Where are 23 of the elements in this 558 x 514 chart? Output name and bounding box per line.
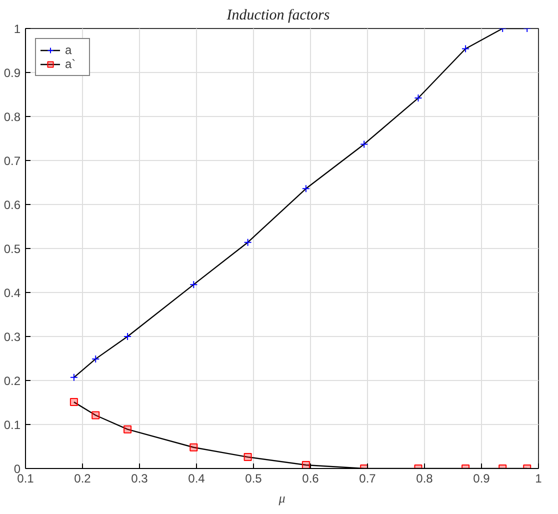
y-tick-label: 0.7 <box>4 154 21 168</box>
x-tick-label: 0.2 <box>74 472 92 486</box>
y-tick-label: 1 <box>14 22 21 36</box>
x-tick-label: 1 <box>535 472 542 486</box>
y-tick-label: 0.8 <box>4 110 21 124</box>
y-tick-label: 0.6 <box>4 198 21 212</box>
y-tick-label: 0.1 <box>4 418 21 432</box>
x-tick-label: 0.5 <box>245 472 262 486</box>
y-tick-label: 0.2 <box>4 374 21 388</box>
x-tick-label: 0.7 <box>359 472 376 486</box>
x-axis-title: μ <box>278 490 286 506</box>
y-tick-label: 0.9 <box>4 66 21 80</box>
x-tick-label: 0.4 <box>188 472 206 486</box>
x-tick-label: 0.6 <box>302 472 320 486</box>
x-tick-label: 0.8 <box>416 472 434 486</box>
y-tick-label: 0.4 <box>4 286 21 300</box>
x-tick-label: 0.3 <box>131 472 148 486</box>
legend-label: a <box>65 43 73 57</box>
y-tick-label: 0.3 <box>4 330 21 344</box>
chart-title: Induction factors <box>226 8 330 24</box>
y-tick-label: 0.5 <box>4 242 21 256</box>
legend-label: a` <box>65 57 77 71</box>
x-tick-label: 0.9 <box>473 472 490 486</box>
